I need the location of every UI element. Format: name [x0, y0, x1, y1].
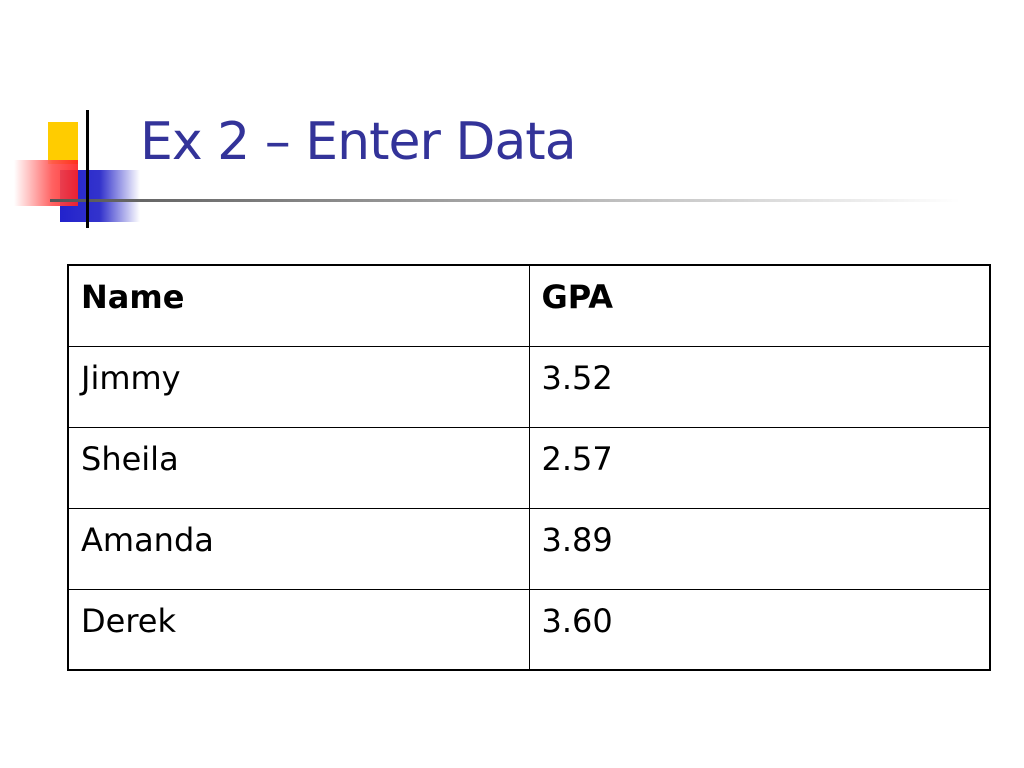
table-cell: Jimmy: [67, 345, 530, 428]
header-cell: Name: [67, 264, 530, 347]
table-cell: 3.52: [528, 345, 991, 428]
red-square: [14, 160, 78, 206]
table-row: Jimmy 3.52: [67, 345, 991, 428]
table-cell: Amanda: [67, 507, 530, 590]
title: Ex 2 – Enter Data: [140, 112, 577, 172]
header-row: Name GPA: [67, 264, 991, 347]
table-cell: 3.89: [528, 507, 991, 590]
table-cell: 3.60: [528, 588, 991, 671]
table-row: Derek 3.60: [67, 588, 991, 671]
table: Name GPA Jimmy 3.52 Sheila 2.57 Amanda 3.89 Dere…: [67, 264, 991, 671]
header-cell: GPA: [528, 264, 991, 347]
table-cell: Derek: [67, 588, 530, 671]
decoration: [14, 110, 960, 228]
table-cell: Sheila: [67, 426, 530, 509]
vertical-rule: [86, 110, 89, 228]
yellow-square: [48, 122, 78, 164]
table-row: Amanda 3.89: [67, 507, 991, 590]
rule: [50, 199, 960, 202]
table-row: Sheila 2.57: [67, 426, 991, 509]
table-cell: 2.57: [528, 426, 991, 509]
